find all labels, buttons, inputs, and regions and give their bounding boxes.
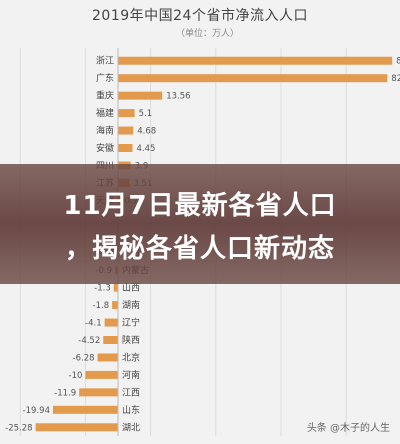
bar-海南	[118, 126, 134, 135]
category-label: 山西	[122, 283, 140, 294]
value-label: -11.9	[54, 388, 76, 398]
chart-unit-note: （单位：万人）	[176, 29, 240, 39]
value-label: -6.28	[73, 353, 95, 363]
category-label: 北京	[122, 351, 140, 363]
value-label: -1.8	[93, 301, 110, 311]
value-label: -19.94	[23, 406, 50, 416]
value-label: 4.45	[137, 144, 156, 154]
bar-北京	[97, 353, 118, 362]
bar-湖北	[35, 423, 118, 432]
watermark: 头条 @木子的人生	[306, 423, 390, 434]
category-label: 福建	[96, 107, 114, 119]
category-label: 安徽	[96, 142, 114, 154]
bar-广东	[118, 74, 388, 83]
category-label: 辽宁	[122, 317, 140, 329]
bar-山西	[113, 283, 118, 292]
bar-福建	[118, 109, 135, 118]
category-label: 江西	[122, 387, 140, 398]
category-label: 重庆	[96, 90, 114, 102]
bar-辽宁	[104, 318, 118, 327]
value-label: 4.68	[137, 127, 156, 137]
category-label: 海南	[96, 125, 114, 137]
headline-banner	[0, 164, 400, 284]
headline-line-2: ，揭秘各省人口新动态	[64, 234, 335, 264]
category-label: 浙江	[96, 55, 114, 67]
bar-安徽	[118, 144, 133, 152]
value-label: 84.1	[396, 57, 400, 67]
bar-浙江	[118, 56, 393, 65]
category-label: 湖南	[122, 299, 140, 311]
bar-湖南	[112, 301, 118, 310]
value-label: -10	[69, 371, 83, 381]
bar-河南	[85, 370, 118, 379]
bar-江西	[79, 388, 118, 397]
category-label: 山东	[122, 404, 140, 416]
category-label: 河南	[122, 369, 140, 381]
headline-line-1: 11月7日最新各省人口	[63, 191, 337, 221]
category-label: 湖北	[122, 422, 140, 433]
category-label: 广东	[96, 72, 114, 84]
value-label: 5.1	[139, 109, 153, 119]
value-label: 82.61	[391, 74, 400, 84]
category-label: 陕西	[122, 334, 140, 346]
value-label: -25.28	[5, 423, 32, 433]
value-label: -4.1	[85, 319, 102, 329]
value-label: 13.56	[166, 92, 190, 102]
value-label: -1.3	[94, 284, 111, 294]
bar-山东	[52, 405, 118, 414]
bar-重庆	[118, 91, 163, 100]
chart-title: 2019年中国24个省市净流入人口	[92, 8, 308, 24]
value-label: -4.52	[78, 336, 100, 346]
bar-陕西	[103, 336, 118, 344]
